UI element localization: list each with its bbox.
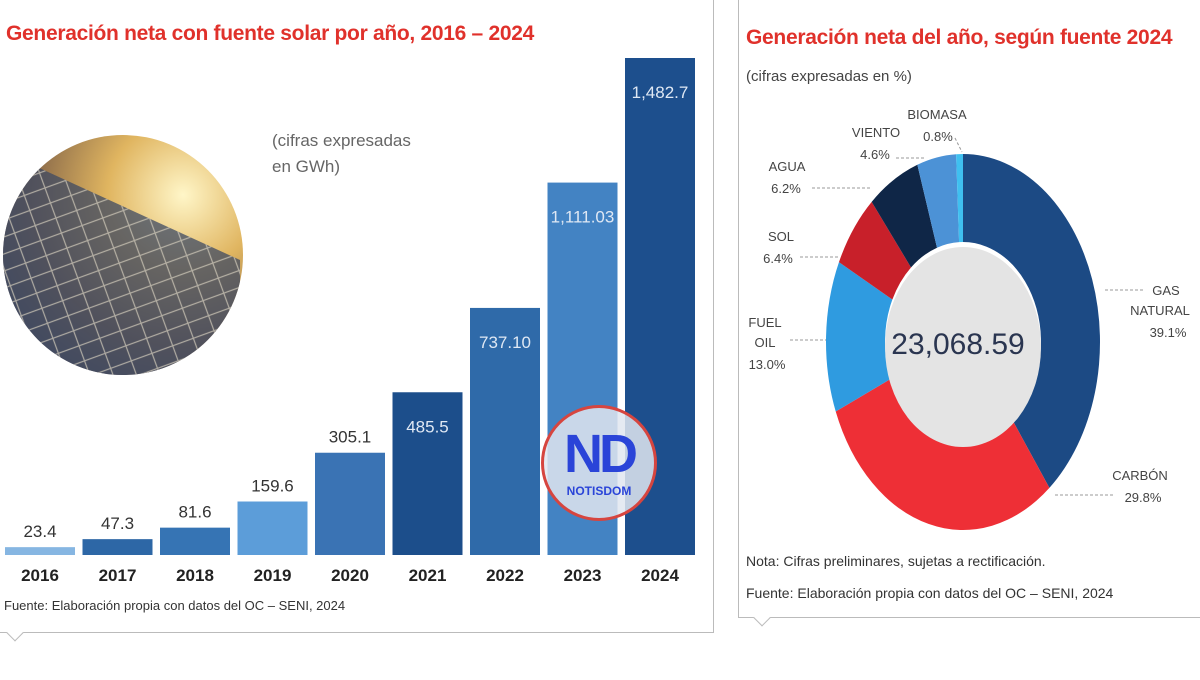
slice-viento [917,154,960,248]
bar-value-label: 1,111.03 [551,208,615,227]
donut-source: Fuente: Elaboración propia con datos del… [746,585,1114,601]
donut-chart-subtitle: (cifras expresadas en %) [746,68,912,85]
slice-gas-natural [963,154,1100,488]
bar-source: Fuente: Elaboración propia con datos del… [4,598,346,613]
year-label: 2017 [99,566,137,585]
slice-name-label: BIOMASA [907,107,967,122]
bar-value-label: 485.5 [406,417,449,436]
slice-carbón [835,378,1050,530]
year-label: 2016 [21,566,59,585]
year-label: 2021 [409,566,447,585]
slice-name-label: SOL [768,229,794,244]
bar-2020 [315,452,385,555]
slice-fuel-oil [826,262,893,412]
bar-chart-title: Generación neta con fuente solar por año… [6,22,534,45]
slice-sol [838,201,912,300]
slice-percent-label: 29.8% [1125,490,1162,505]
source-donut-panel [738,0,1200,618]
year-label: 2018 [176,566,214,585]
watermark-logo: ND [564,424,638,484]
bar-value-label: 305.1 [329,428,372,447]
bar-value-label: 737.10 [479,333,531,352]
bar-2018 [160,527,230,555]
bar-chart-subtitle: (cifras expresadas en GWh) [272,131,411,176]
donut-note: Nota: Cifras preliminares, sujetas a rec… [746,553,1046,569]
bar-2021 [392,392,463,555]
slice-name-label: GAS [1152,283,1180,298]
slice-percent-label: 4.6% [860,147,890,162]
year-label: 2020 [331,566,369,585]
year-label: 2022 [486,566,524,585]
bar-2019 [237,501,308,555]
solar-bar-panel [0,0,714,633]
slice-percent-label: 6.4% [763,251,793,266]
year-label: 2024 [641,566,679,585]
bar-value-label: 47.3 [101,514,134,533]
slice-name-label: VIENTO [852,125,900,140]
slice-name-label: OIL [755,335,776,350]
bar-2022 [470,307,540,555]
slice-percent-label: 0.8% [923,129,953,144]
donut-hole [885,247,1041,447]
year-label: 2023 [564,566,602,585]
year-label: 2019 [254,566,292,585]
leader-line [954,137,963,153]
bar-value-label: 1,482.7 [632,83,689,102]
notisdom-watermark: ND NOTISDOM [541,405,657,521]
bar-value-label: 81.6 [178,503,211,522]
slice-percent-label: 6.2% [771,181,801,196]
slice-percent-label: 39.1% [1150,325,1187,340]
slice-biomasa [956,154,963,243]
slice-name-label: CARBÓN [1112,468,1168,483]
slice-name-label: NATURAL [1130,303,1190,318]
bar-value-label: 23.4 [23,522,56,541]
watermark-name: NOTISDOM [566,484,632,498]
solar-panel-image [3,135,243,375]
donut-center-value: 23,068.59 [891,328,1024,361]
slice-percent-label: 13.0% [749,357,786,372]
slice-name-label: AGUA [769,159,806,174]
bar-value-label: 159.6 [251,477,294,496]
slice-agua [871,164,938,268]
bar-2016 [5,547,75,555]
bar-2017 [82,539,153,555]
slice-name-label: FUEL [748,315,781,330]
donut-chart-title: Generación neta del año, según fuente 20… [746,26,1173,49]
